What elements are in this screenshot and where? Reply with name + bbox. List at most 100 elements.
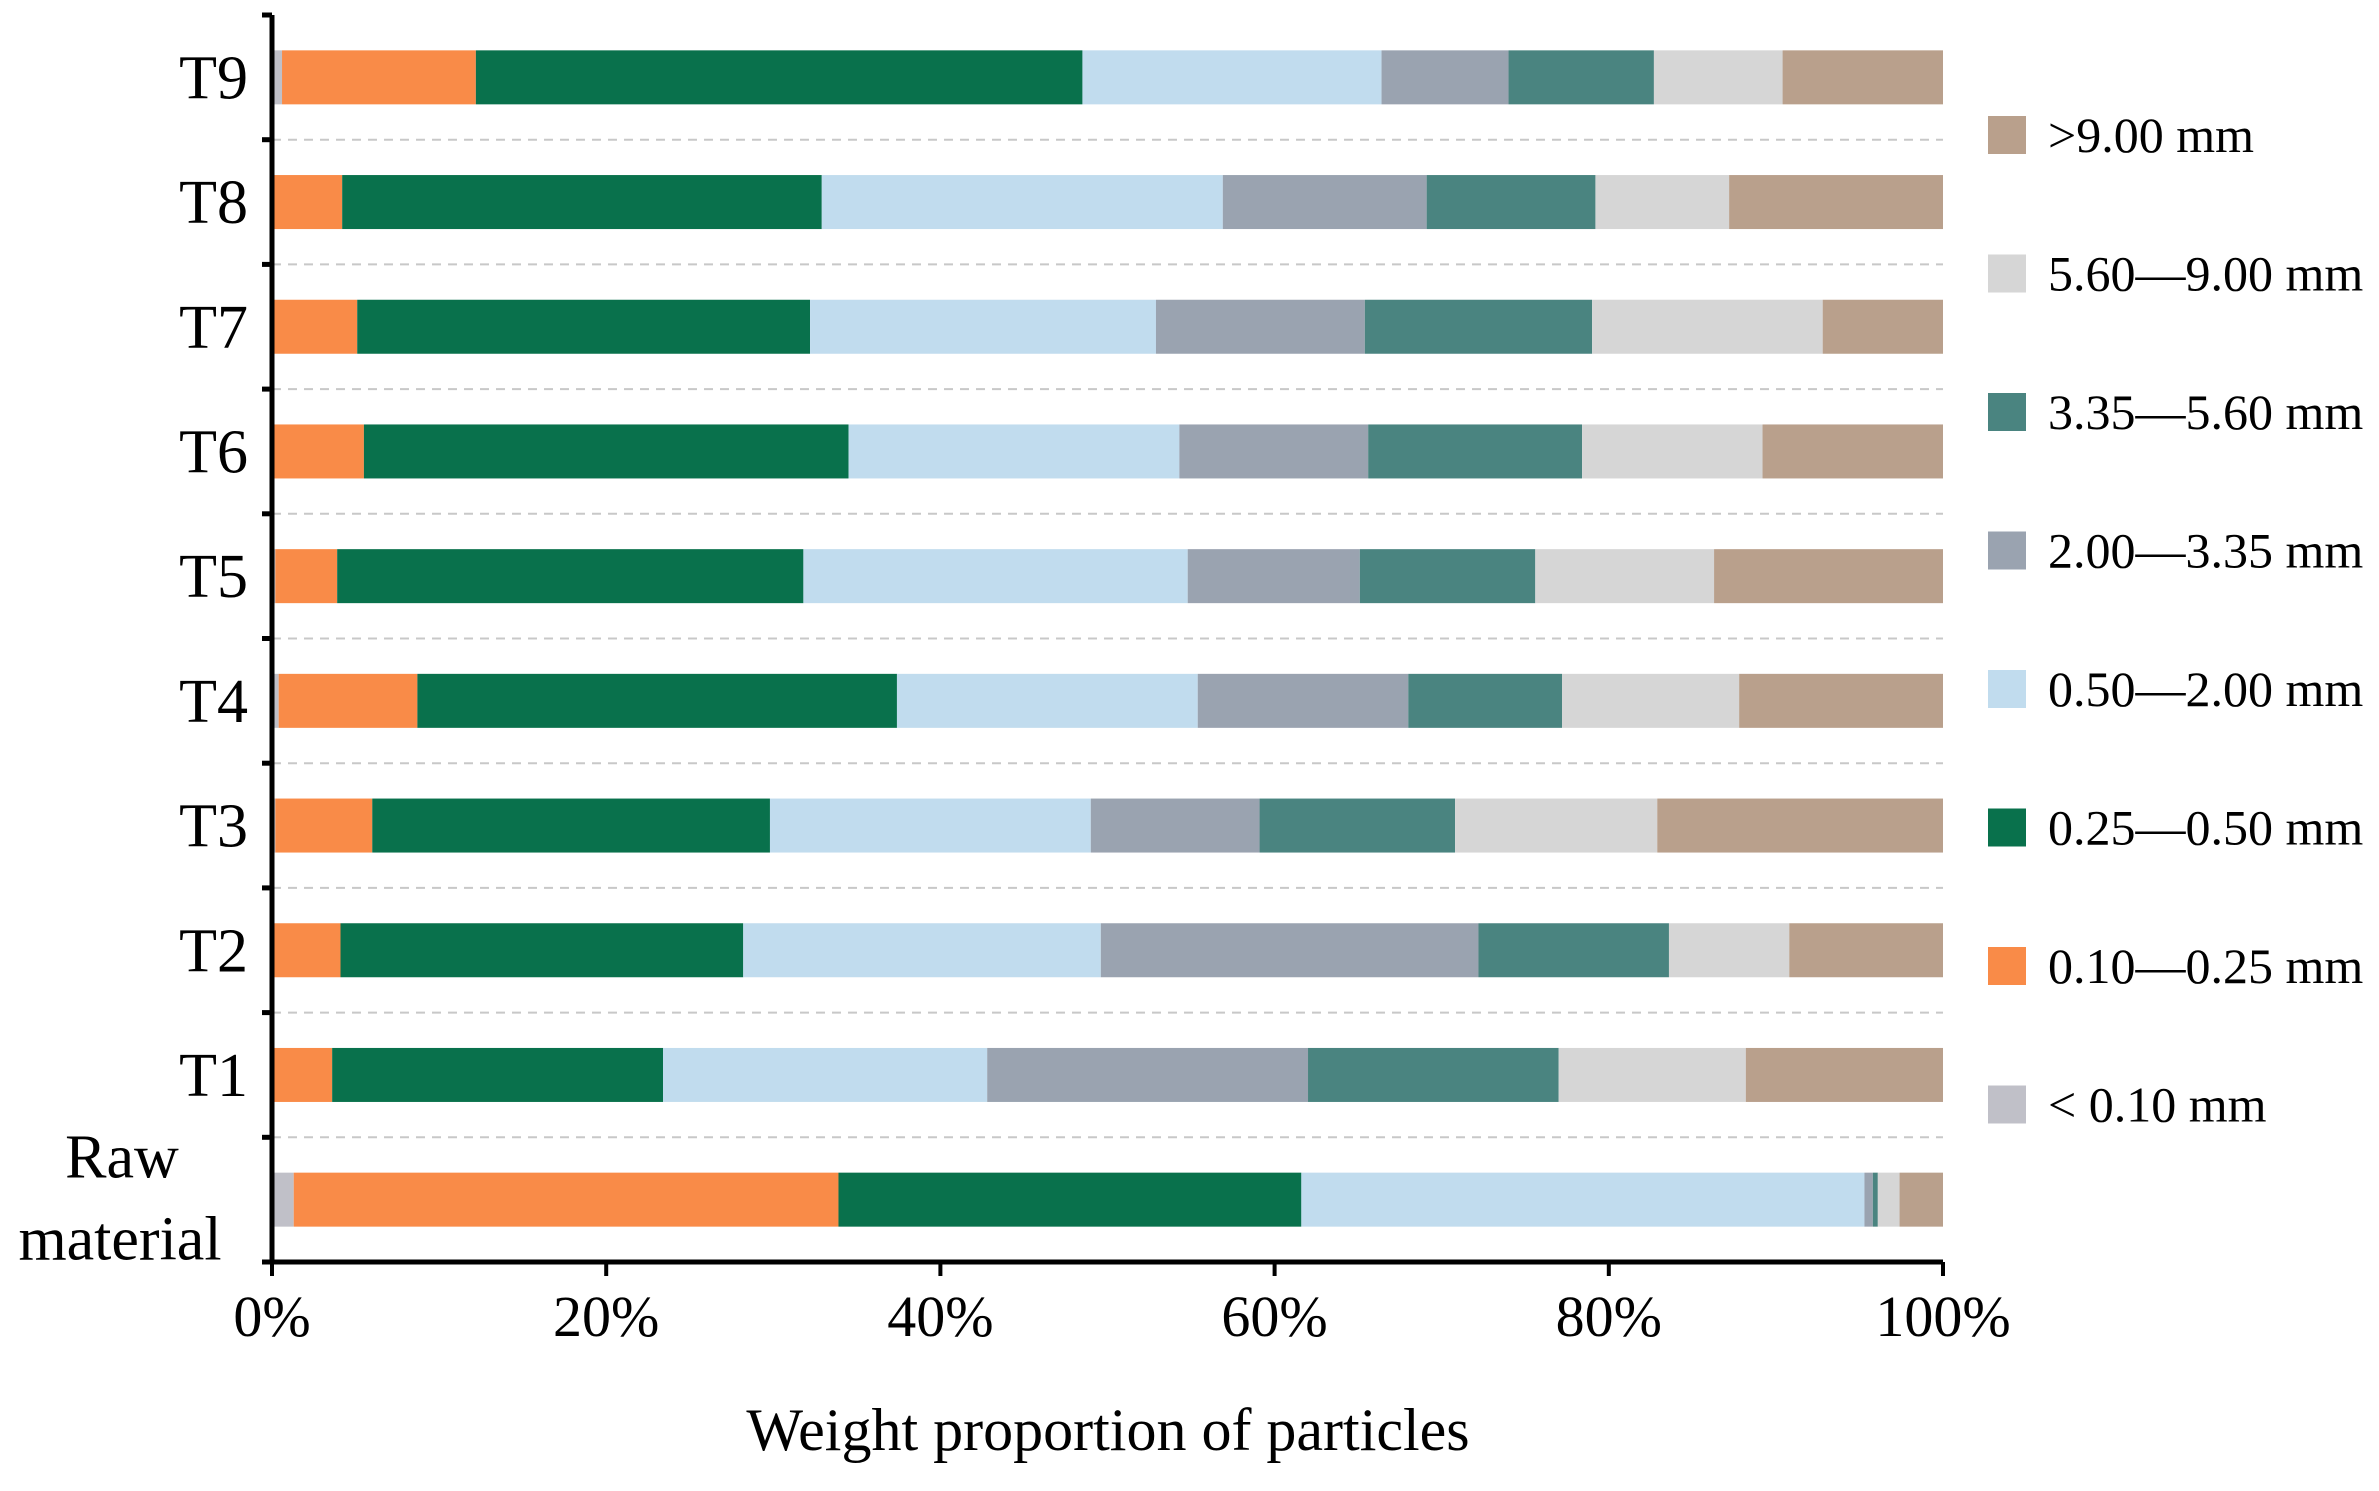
bar-segment — [1864, 1172, 1873, 1227]
bar-segment — [1714, 549, 1943, 604]
bar-segment — [1359, 549, 1536, 604]
y-category-label: T6 — [179, 418, 248, 486]
bar-segment — [803, 549, 1188, 604]
bar-segment — [272, 673, 279, 728]
bar-segment — [1197, 673, 1409, 728]
bar-segment — [1179, 424, 1369, 479]
bar-segment — [275, 798, 373, 853]
bar-segment — [332, 1047, 664, 1102]
bar-segment — [1822, 299, 1943, 354]
bar-segment — [838, 1172, 1302, 1227]
x-tick-label: 60% — [1221, 1284, 1327, 1349]
bar-segment — [1872, 1172, 1878, 1227]
bar-segment — [1368, 424, 1583, 479]
bar-segment — [293, 1172, 839, 1227]
bar-segment — [1455, 798, 1658, 853]
bar-segment — [1782, 50, 1943, 105]
bar-segment — [1582, 424, 1763, 479]
y-category-label-line: Raw — [65, 1124, 179, 1192]
y-category-label: T5 — [179, 543, 248, 611]
bar-segment — [1478, 923, 1669, 978]
bar-segment — [363, 424, 849, 479]
bar-segment — [272, 50, 283, 105]
y-category-label: T9 — [179, 44, 248, 112]
bar-segment — [1426, 175, 1596, 230]
x-tick-label: 40% — [887, 1284, 993, 1349]
legend-swatch — [1988, 670, 2026, 708]
y-category-label: T4 — [179, 668, 248, 736]
legend-label: 3.35—5.60 mm — [2048, 384, 2363, 440]
x-tick-label: 20% — [553, 1284, 659, 1349]
bar-segment — [1595, 175, 1730, 230]
bar-segment — [1308, 1047, 1559, 1102]
bar-segment — [337, 549, 804, 604]
legend-label: 0.50—2.00 mm — [2048, 661, 2363, 717]
bar-segment — [340, 923, 744, 978]
bar-segment — [1562, 673, 1740, 728]
x-tick-label: 100% — [1875, 1284, 2010, 1349]
bar-segments — [272, 50, 1943, 1227]
legend-label: 5.60—9.00 mm — [2048, 246, 2363, 302]
bar-segment — [1187, 549, 1360, 604]
legend-label: >9.00 mm — [2048, 107, 2254, 163]
bar-segment — [272, 1047, 333, 1102]
bar-segment — [1222, 175, 1427, 230]
bar-segment — [1739, 673, 1943, 728]
bar-segment — [1668, 923, 1790, 978]
bar-segment — [987, 1047, 1309, 1102]
y-category-label: T2 — [179, 917, 248, 985]
legend-swatch — [1988, 1085, 2026, 1124]
legend: >9.00 mm 5.60—9.00 mm 3.35—5.60 mm 2.00—3.3… — [1988, 107, 2363, 1133]
bar-segment — [821, 175, 1223, 230]
bar-segment — [1762, 424, 1943, 479]
axes — [262, 12, 1945, 1276]
bar-segment — [1408, 673, 1563, 728]
bar-segment — [769, 798, 1091, 853]
bar-segment — [1082, 50, 1382, 105]
bar-segment — [896, 673, 1198, 728]
legend-swatch — [1988, 254, 2026, 293]
bar-segment — [357, 299, 811, 354]
bar-segment — [1364, 299, 1593, 354]
grid-lines — [272, 138, 1943, 1139]
bar-segment — [1381, 50, 1509, 105]
y-category-label-line: material — [18, 1206, 221, 1274]
legend-swatch — [1988, 393, 2026, 431]
legend-swatch — [1988, 808, 2026, 847]
legend-label: 0.25—0.50 mm — [2048, 800, 2363, 856]
bar-segment — [272, 299, 358, 354]
bar-segment — [272, 424, 364, 479]
bar-segment — [743, 923, 1101, 978]
bar-segment — [1508, 50, 1654, 105]
bar-segment — [1729, 175, 1943, 230]
bar-segment — [278, 673, 418, 728]
bar-segment — [1592, 299, 1823, 354]
bar-segment — [1657, 798, 1943, 853]
bar-segment — [1259, 798, 1456, 853]
bar-segment — [417, 673, 897, 728]
bar-segment — [848, 424, 1180, 479]
y-category-label: T3 — [179, 793, 248, 861]
legend-swatch — [1988, 947, 2026, 985]
legend-label: 2.00—3.35 mm — [2048, 523, 2363, 579]
bar-segment — [275, 549, 338, 604]
legend-swatch — [1988, 531, 2026, 570]
y-category-label: T7 — [179, 294, 248, 362]
bar-segment — [1090, 798, 1260, 853]
bar-segment — [663, 1047, 988, 1102]
legend-swatch — [1988, 116, 2026, 154]
bar-segment — [272, 175, 343, 230]
bar-segment — [1155, 299, 1365, 354]
bar-segment — [282, 50, 476, 105]
bar-segment — [272, 1172, 294, 1227]
bar-segment — [1301, 1172, 1865, 1227]
bar-segment — [342, 175, 822, 230]
bar-segment — [1535, 549, 1715, 604]
y-category-label: T8 — [179, 169, 248, 237]
bar-segment — [1653, 50, 1783, 105]
x-tick-label: 80% — [1556, 1284, 1662, 1349]
bar-segment — [1745, 1047, 1943, 1102]
bar-segment — [1877, 1172, 1900, 1227]
